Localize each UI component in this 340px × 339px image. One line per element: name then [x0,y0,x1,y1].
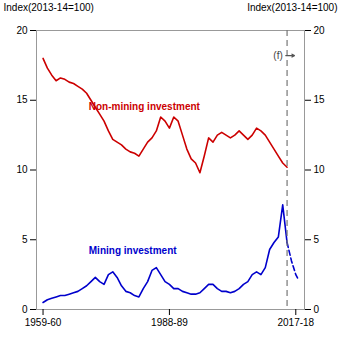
svg-text:0: 0 [314,304,320,315]
svg-text:20: 20 [314,25,326,36]
svg-text:(f): (f) [273,50,282,61]
svg-text:Index(2013-14=100): Index(2013-14=100) [247,2,337,13]
svg-text:Non-mining investment: Non-mining investment [89,101,201,112]
svg-text:15: 15 [16,94,28,105]
svg-text:Mining investment: Mining investment [89,245,177,256]
svg-text:Index(2013-14=100): Index(2013-14=100) [4,2,94,13]
svg-text:0: 0 [22,304,28,315]
svg-text:5: 5 [314,234,320,245]
svg-text:1988-89: 1988-89 [151,317,188,328]
svg-text:15: 15 [314,94,326,105]
svg-text:1959-60: 1959-60 [25,317,62,328]
svg-text:10: 10 [314,164,326,175]
svg-text:2017-18: 2017-18 [277,317,314,328]
svg-text:20: 20 [16,25,28,36]
svg-text:5: 5 [22,234,28,245]
svg-text:10: 10 [16,164,28,175]
